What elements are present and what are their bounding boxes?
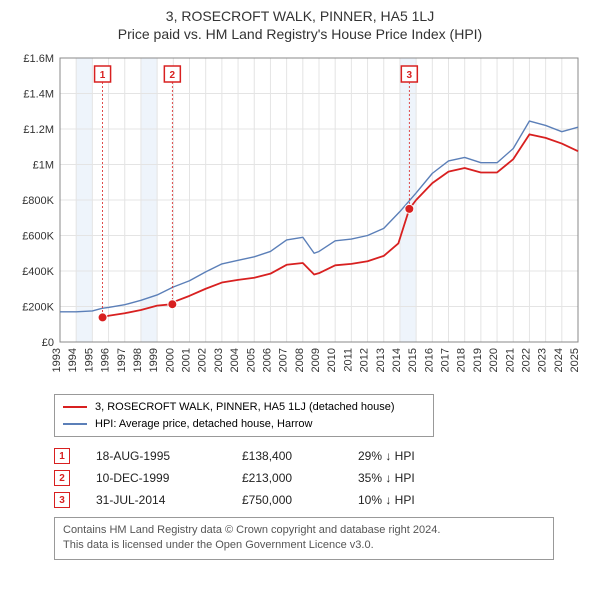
- svg-text:£1.2M: £1.2M: [23, 124, 54, 136]
- svg-text:1994: 1994: [67, 348, 79, 372]
- svg-text:2: 2: [170, 70, 176, 81]
- legend-item-property: 3, ROSECROFT WALK, PINNER, HA5 1LJ (deta…: [63, 399, 425, 416]
- svg-text:2023: 2023: [537, 348, 549, 372]
- sale-date: 18-AUG-1995: [96, 449, 216, 463]
- footer-line2: This data is licensed under the Open Gov…: [63, 538, 545, 553]
- svg-text:2011: 2011: [342, 348, 354, 372]
- sale-price: £750,000: [242, 493, 332, 507]
- footer: Contains HM Land Registry data © Crown c…: [54, 517, 554, 560]
- legend-swatch: [63, 423, 87, 425]
- svg-text:2016: 2016: [423, 348, 435, 372]
- svg-text:2013: 2013: [375, 348, 387, 372]
- svg-text:2012: 2012: [359, 348, 371, 372]
- legend-swatch: [63, 406, 87, 408]
- svg-text:2000: 2000: [164, 348, 176, 372]
- sale-pct: 29% ↓ HPI: [358, 449, 468, 463]
- svg-text:2022: 2022: [520, 348, 532, 372]
- svg-text:2001: 2001: [181, 348, 193, 372]
- svg-text:£0: £0: [42, 337, 54, 349]
- table-row: 3 31-JUL-2014 £750,000 10% ↓ HPI: [54, 489, 590, 511]
- legend-label: HPI: Average price, detached house, Harr…: [95, 416, 312, 433]
- svg-text:2018: 2018: [456, 348, 468, 372]
- svg-text:2006: 2006: [261, 348, 273, 372]
- svg-text:2004: 2004: [229, 348, 241, 372]
- svg-text:£400K: £400K: [22, 266, 54, 278]
- svg-text:2009: 2009: [310, 348, 322, 372]
- svg-text:2019: 2019: [472, 348, 484, 372]
- svg-text:1993: 1993: [51, 348, 63, 372]
- sale-pct: 10% ↓ HPI: [358, 493, 468, 507]
- sale-marker-icon: 1: [54, 448, 70, 464]
- footer-line1: Contains HM Land Registry data © Crown c…: [63, 523, 545, 538]
- sale-price: £138,400: [242, 449, 332, 463]
- svg-text:2003: 2003: [213, 348, 225, 372]
- page-root: 3, ROSECROFT WALK, PINNER, HA5 1LJ Price…: [0, 0, 600, 566]
- svg-text:1997: 1997: [116, 348, 128, 372]
- sale-pct: 35% ↓ HPI: [358, 471, 468, 485]
- sale-date: 10-DEC-1999: [96, 471, 216, 485]
- svg-text:2020: 2020: [488, 348, 500, 372]
- svg-text:2008: 2008: [294, 348, 306, 372]
- svg-text:£1.4M: £1.4M: [23, 89, 54, 101]
- svg-text:£1.6M: £1.6M: [23, 53, 54, 65]
- sale-price: £213,000: [242, 471, 332, 485]
- svg-text:2002: 2002: [197, 348, 209, 372]
- sale-marker-icon: 3: [54, 492, 70, 508]
- svg-text:3: 3: [407, 70, 413, 81]
- svg-text:£200K: £200K: [22, 302, 54, 314]
- legend-label: 3, ROSECROFT WALK, PINNER, HA5 1LJ (deta…: [95, 399, 395, 416]
- title-address: 3, ROSECROFT WALK, PINNER, HA5 1LJ: [10, 8, 590, 24]
- sale-marker-icon: 2: [54, 470, 70, 486]
- svg-text:2014: 2014: [391, 348, 403, 372]
- chart-svg: £0 £200K £400K £600K £800K £1M £1.2M £1.4M £1.6M…: [10, 48, 590, 388]
- sales-table: 1 18-AUG-1995 £138,400 29% ↓ HPI 2 10-DE…: [54, 445, 590, 511]
- svg-text:1999: 1999: [148, 348, 160, 372]
- svg-text:2015: 2015: [407, 348, 419, 372]
- title-subtitle: Price paid vs. HM Land Registry's House …: [10, 26, 590, 42]
- svg-text:£800K: £800K: [22, 195, 54, 207]
- svg-text:£1M: £1M: [33, 160, 54, 172]
- svg-text:2024: 2024: [553, 348, 565, 372]
- svg-text:2005: 2005: [245, 348, 257, 372]
- svg-text:2017: 2017: [440, 348, 452, 372]
- sale-date: 31-JUL-2014: [96, 493, 216, 507]
- table-row: 2 10-DEC-1999 £213,000 35% ↓ HPI: [54, 467, 590, 489]
- chart: £0 £200K £400K £600K £800K £1M £1.2M £1.4M £1.6M…: [10, 48, 590, 388]
- svg-text:2010: 2010: [326, 348, 338, 372]
- legend: 3, ROSECROFT WALK, PINNER, HA5 1LJ (deta…: [54, 394, 434, 437]
- legend-item-hpi: HPI: Average price, detached house, Harr…: [63, 416, 425, 433]
- svg-text:2021: 2021: [504, 348, 516, 372]
- svg-text:1996: 1996: [100, 348, 112, 372]
- svg-text:2025: 2025: [569, 348, 581, 372]
- svg-text:1: 1: [100, 70, 106, 81]
- svg-text:1998: 1998: [132, 348, 144, 372]
- svg-text:£600K: £600K: [22, 231, 54, 243]
- table-row: 1 18-AUG-1995 £138,400 29% ↓ HPI: [54, 445, 590, 467]
- svg-text:2007: 2007: [278, 348, 290, 372]
- svg-text:1995: 1995: [83, 348, 95, 372]
